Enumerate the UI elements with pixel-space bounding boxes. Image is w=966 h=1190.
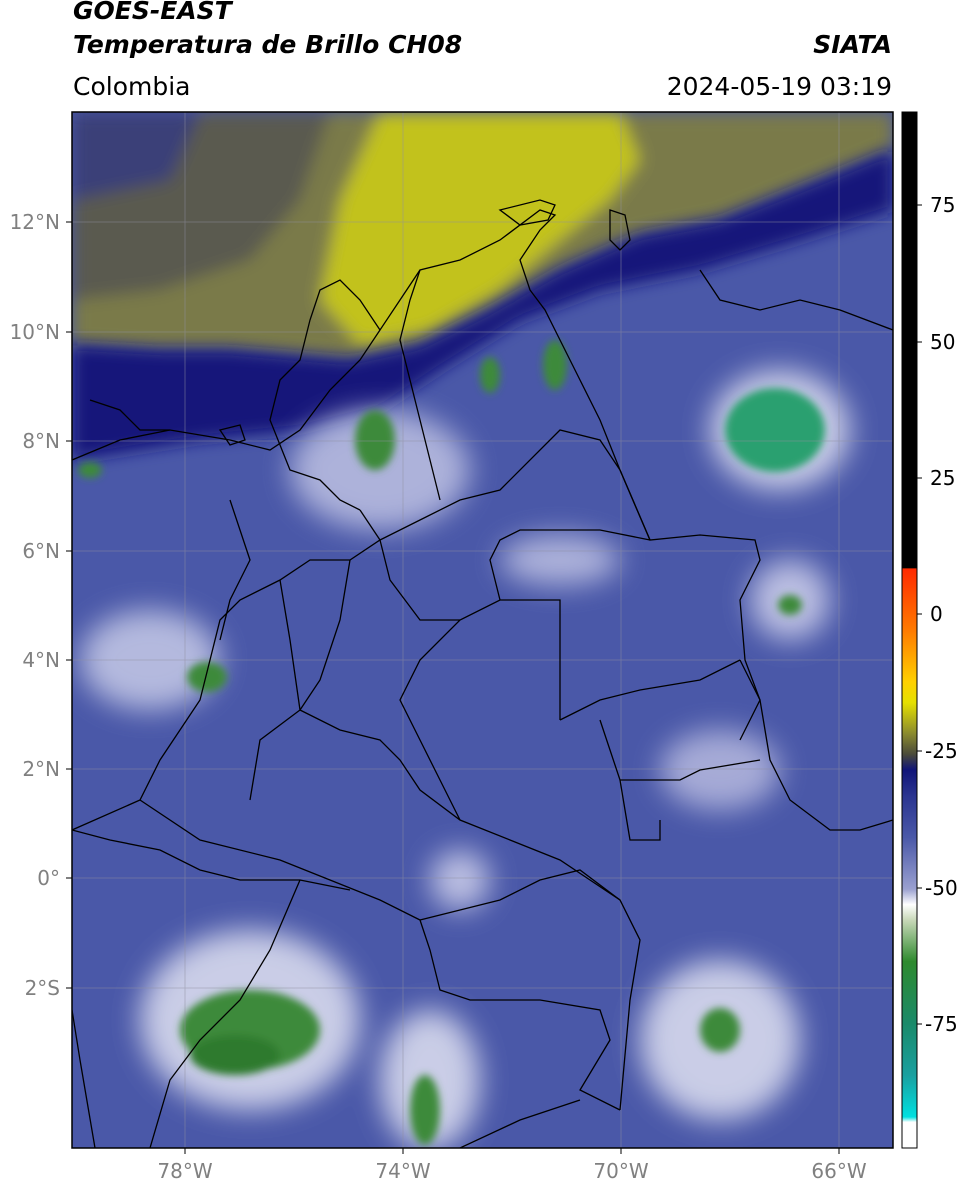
lat-axis: 12°N 10°N 8°N 6°N 4°N 2°N 0° 2°S: [10, 210, 72, 1000]
navy-band: [72, 150, 893, 460]
colorbar-tick: -50: [925, 876, 958, 900]
colorbar-tick: -75: [925, 1012, 958, 1036]
colorbar-tick: -25: [925, 739, 958, 763]
lat-tick-label: 2°S: [25, 976, 60, 1000]
title-satellite: GOES-EAST: [73, 0, 232, 25]
colorbar-tick: 25: [930, 466, 955, 490]
lat-tick-label: 6°N: [22, 539, 60, 563]
colorbar-tick: 0: [930, 602, 943, 626]
dry-air-region: [72, 112, 893, 360]
lat-tick-label: 8°N: [22, 429, 60, 453]
brand-label: SIATA: [813, 30, 892, 59]
lat-tick-label: 0°: [37, 866, 60, 890]
cold-cloud-tops: [78, 340, 825, 1145]
lon-tick-label: 78°W: [157, 1159, 212, 1183]
lat-tick-label: 4°N: [22, 648, 60, 672]
datetime-label: 2024-05-19 03:19: [666, 72, 892, 101]
graticule: [72, 112, 893, 1148]
lat-tick-label: 12°N: [10, 210, 60, 234]
region-label: Colombia: [73, 72, 191, 101]
colorbar: 75 50 25 0 -25 -50 -75: [901, 111, 958, 1149]
lon-tick-label: 70°W: [593, 1159, 648, 1183]
colorbar-gradient: [901, 111, 918, 1149]
map-frame: [71, 111, 894, 1149]
map-imagery: [72, 112, 893, 1148]
borders: [72, 199, 893, 1148]
lon-tick-label: 74°W: [375, 1159, 430, 1183]
colorbar-tick: 75: [930, 193, 955, 217]
lon-tick-label: 66°W: [811, 1159, 866, 1183]
title-product: Temperatura de Brillo CH08: [73, 30, 463, 59]
lat-tick-label: 10°N: [10, 320, 60, 344]
lon-axis: 78°W 74°W 70°W 66°W: [157, 1148, 867, 1183]
colorbar-tick: 50: [930, 330, 955, 354]
lat-tick-label: 2°N: [22, 757, 60, 781]
